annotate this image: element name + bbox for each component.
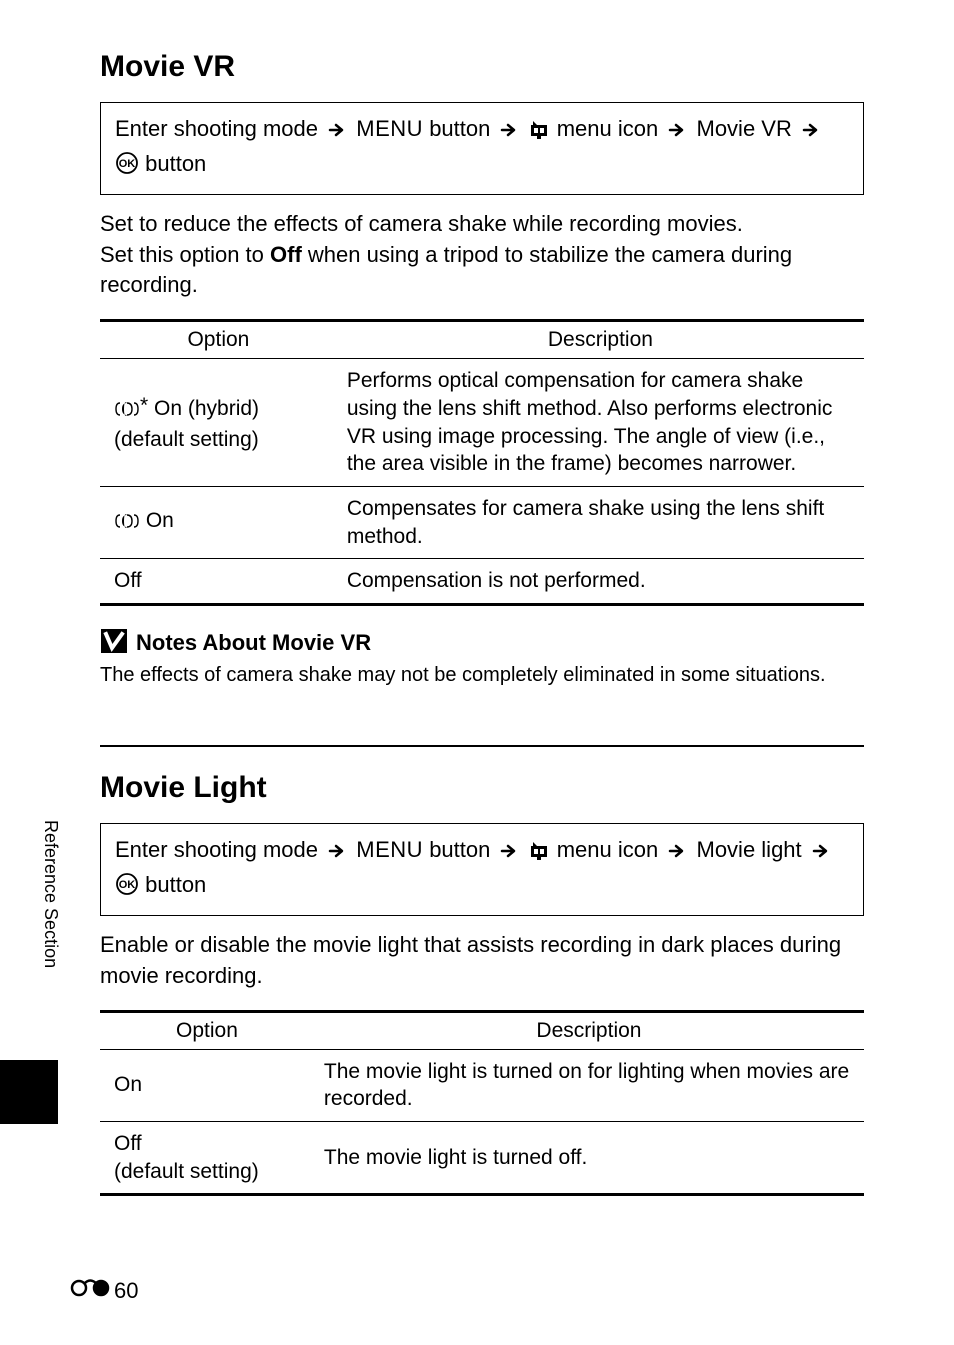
th-option: Option (100, 1011, 314, 1049)
arrow-icon (812, 836, 830, 868)
nav-target: Movie light (697, 837, 802, 862)
td-description: The movie light is turned on for lightin… (314, 1049, 864, 1121)
table-row: Off (default setting) The movie light is… (100, 1122, 864, 1195)
movie-menu-icon (529, 116, 551, 148)
td-description: Compensation is not performed. (337, 559, 864, 605)
page-root: Movie VR Enter shooting mode MENU button… (0, 0, 954, 1345)
nav-path-movie-light: Enter shooting mode MENU button menu ico… (100, 823, 864, 916)
page-footer: 60 (70, 1277, 138, 1305)
table-header-row: Option Description (100, 1011, 864, 1049)
arrow-icon (668, 115, 686, 147)
nav-path-movie-vr: Enter shooting mode MENU button menu ico… (100, 102, 864, 195)
section-title-movie-vr: Movie VR (100, 50, 864, 84)
td-option: * On (hybrid) (default setting) (100, 359, 337, 487)
table-header-row: Option Description (100, 321, 864, 359)
nav-ok-button-word: button (145, 872, 206, 897)
arrow-icon (500, 836, 518, 868)
nav-prefix: Enter shooting mode (115, 837, 318, 862)
vr-star-icon (114, 398, 140, 426)
td-description: Compensates for camera shake using the l… (337, 487, 864, 559)
note-body: The effects of camera shake may not be c… (100, 664, 864, 687)
opt-main: Off (114, 1132, 142, 1155)
body-line2a: Set this option to (100, 242, 270, 267)
nav-button-word: button (429, 837, 490, 862)
body-line2-bold: Off (270, 242, 302, 267)
opt-sub: (default setting) (114, 1160, 259, 1183)
td-option: On (100, 1049, 314, 1121)
nav-button-word: button (429, 116, 490, 141)
table-movie-light: Option Description On The movie light is… (100, 1010, 864, 1197)
td-description: Performs optical compensation for camera… (337, 359, 864, 487)
opt-main: On (140, 509, 174, 532)
page-number: 60 (114, 1278, 138, 1304)
section-divider (100, 745, 864, 747)
td-description: The movie light is turned off. (314, 1122, 864, 1195)
table-row: On Compensates for camera shake using th… (100, 487, 864, 559)
note-title-text: Notes About Movie VR (136, 630, 371, 655)
th-option: Option (100, 321, 337, 359)
body-text-movie-vr: Set to reduce the effects of camera shak… (100, 209, 864, 301)
td-option: On (100, 487, 337, 559)
menu-button-label: MENU (356, 837, 423, 862)
arrow-icon (668, 836, 686, 868)
table-row: * On (hybrid) (default setting) Performs… (100, 359, 864, 487)
opt-sub: (default setting) (114, 428, 259, 451)
note-title: Notes About Movie VR (100, 628, 864, 660)
reference-link-icon (70, 1277, 110, 1305)
opt-main: On (hybrid) (148, 397, 259, 420)
table-movie-vr: Option Description * On (hybrid) (defaul… (100, 319, 864, 606)
caution-icon (100, 628, 128, 660)
td-option: Off (default setting) (100, 1122, 314, 1195)
nav-prefix: Enter shooting mode (115, 116, 318, 141)
note-block-movie-vr: Notes About Movie VR The effects of came… (100, 628, 864, 687)
nav-target: Movie VR (697, 116, 792, 141)
arrow-icon (328, 836, 346, 868)
menu-button-label: MENU (356, 116, 423, 141)
movie-menu-icon (529, 837, 551, 869)
ok-button-icon: OK (115, 872, 139, 905)
arrow-icon (500, 115, 518, 147)
side-section-label: Reference Section (40, 820, 61, 968)
nav-ok-button-word: button (145, 151, 206, 176)
table-row: Off Compensation is not performed. (100, 559, 864, 605)
section-title-movie-light: Movie Light (100, 771, 864, 805)
side-tab-marker (0, 1060, 58, 1124)
th-description: Description (314, 1011, 864, 1049)
body-text-movie-light: Enable or disable the movie light that a… (100, 930, 864, 992)
th-description: Description (337, 321, 864, 359)
arrow-icon (328, 115, 346, 147)
vr-icon (114, 510, 140, 538)
body-line1: Set to reduce the effects of camera shak… (100, 211, 743, 236)
arrow-icon (802, 115, 820, 147)
svg-text:OK: OK (119, 158, 136, 170)
svg-text:OK: OK (119, 879, 136, 891)
table-row: On The movie light is turned on for ligh… (100, 1049, 864, 1121)
nav-menu-icon-word: menu icon (557, 116, 659, 141)
ok-button-icon: OK (115, 151, 139, 184)
nav-menu-icon-word: menu icon (557, 837, 659, 862)
td-option: Off (100, 559, 337, 605)
